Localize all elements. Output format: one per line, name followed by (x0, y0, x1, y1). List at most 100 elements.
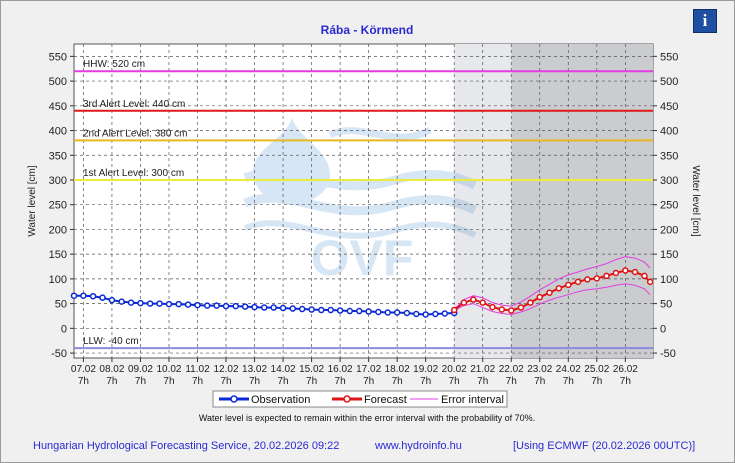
observation-point (127, 299, 135, 306)
y-tick-label: 550 (660, 51, 678, 63)
y-tick-label: -50 (660, 348, 676, 360)
y-tick-label: 500 (660, 76, 678, 88)
observation-point (279, 304, 287, 312)
y-tick-label: 350 (660, 150, 678, 162)
observation-point (165, 300, 173, 308)
watermark-wave (243, 168, 478, 191)
y-tick-label: -50 (51, 348, 67, 360)
observation-point (80, 292, 87, 299)
alert-levels: HHW: 520 cm 3rd Alert Level: 440 cm 2nd Al… (74, 59, 653, 350)
forecast-point (641, 272, 648, 280)
forecast-point (507, 307, 515, 314)
x-tick-sublabel: 7h (192, 376, 203, 387)
x-tick-sublabel: 7h (392, 376, 403, 387)
watermark-wave (243, 220, 477, 239)
x-tick-label: 19.02 (413, 364, 438, 375)
x-tick-label: 24.02 (556, 364, 581, 375)
forecast-point (555, 285, 563, 292)
forecast-point (450, 306, 458, 314)
y-tick-label: 50 (55, 299, 67, 311)
observation-point (241, 303, 249, 310)
y-tick-label: 400 (49, 126, 67, 138)
y-tick-label: 400 (660, 126, 678, 138)
y-tick-label: 200 (49, 224, 67, 236)
observation-point (422, 311, 429, 318)
observation-point (70, 292, 78, 299)
probability-note: Water level is expected to remain within… (199, 413, 535, 423)
observation-point (393, 309, 401, 316)
forecast-point (593, 275, 601, 282)
y-axis-label-right: Water level [cm] (690, 165, 701, 237)
shaded-region (511, 44, 653, 358)
y-tick-label: 0 (660, 323, 666, 335)
x-tick-sublabel: 7h (278, 376, 289, 387)
forecast-point (584, 276, 591, 283)
x-tick-sublabel: 7h (78, 376, 89, 387)
y-tick-label: 0 (61, 323, 67, 335)
legend-observation-marker (230, 395, 238, 403)
observation-point (365, 308, 372, 315)
observation-point (289, 305, 297, 312)
observation-point (346, 307, 354, 315)
observation-point (355, 307, 363, 315)
chart-title: Rába - Körmend (321, 23, 414, 37)
observation-point (146, 300, 154, 307)
footer-provider: Hungarian Hydrological Forecasting Servi… (33, 440, 340, 452)
forecast-point (646, 278, 654, 286)
observation-point (260, 304, 268, 311)
x-tick-sublabel: 7h (620, 376, 631, 387)
observation-point (403, 309, 411, 317)
forecast-point (536, 293, 544, 301)
forecast-point (622, 267, 629, 274)
y-tick-label: 300 (660, 175, 678, 187)
alert-level-label: LLW: -40 cm (83, 336, 139, 347)
observation-point (89, 292, 97, 300)
x-tick-sublabel: 7h (306, 376, 317, 387)
y-tick-label: 300 (49, 175, 67, 187)
observation-point (118, 298, 125, 305)
y-tick-label: 50 (660, 299, 672, 311)
watermark-wave (243, 193, 478, 216)
y-axis-right: -50 0 50 100 150 200 250 300 350 400 450 500 550 (653, 51, 678, 360)
legend-error-label: Error interval (441, 394, 504, 406)
y-tick-label: 150 (660, 249, 678, 261)
x-tick-sublabel: 7h (534, 376, 545, 387)
x-tick-label: 15.02 (299, 364, 324, 375)
forecast-point (460, 299, 468, 306)
forecast-point (527, 299, 534, 306)
observation-point (99, 294, 106, 301)
observation-point (156, 300, 163, 307)
legend-forecast-label: Forecast (364, 394, 407, 406)
ovf-watermark-logo: OVF (243, 118, 478, 286)
observation-point (270, 304, 277, 311)
info-icon[interactable]: i (693, 9, 717, 33)
x-tick-sublabel: 7h (163, 376, 174, 387)
error-interval-upper (453, 256, 651, 310)
observation-point (137, 299, 144, 307)
observation-point (318, 306, 325, 314)
y-tick-label: 350 (49, 150, 67, 162)
forecast-point (574, 278, 582, 286)
observation-point (251, 303, 258, 311)
x-tick-label: 13.02 (242, 364, 267, 375)
y-tick-label: 550 (49, 51, 67, 63)
y-tick-label: 150 (49, 249, 67, 261)
observation-point (308, 306, 315, 313)
footer-website-link[interactable]: www.hydroinfo.hu (375, 440, 462, 452)
x-tick-label: 11.02 (185, 364, 210, 375)
x-tick-sublabel: 7h (135, 376, 146, 387)
x-tick-label: 18.02 (385, 364, 410, 375)
x-tick-sublabel: 7h (363, 376, 374, 387)
forecast-point (565, 281, 572, 289)
x-tick-label: 20.02 (442, 364, 467, 375)
x-tick-sublabel: 7h (106, 376, 117, 387)
x-tick-sublabel: 7h (563, 376, 574, 387)
legend-observation-label: Observation (251, 394, 310, 406)
x-tick-sublabel: 7h (506, 376, 517, 387)
forecast-point (546, 289, 553, 296)
forecast-point (631, 268, 639, 276)
y-tick-label: 250 (660, 200, 678, 212)
alert-level-label: HHW: 520 cm (83, 59, 145, 70)
forecast-point (517, 304, 525, 311)
